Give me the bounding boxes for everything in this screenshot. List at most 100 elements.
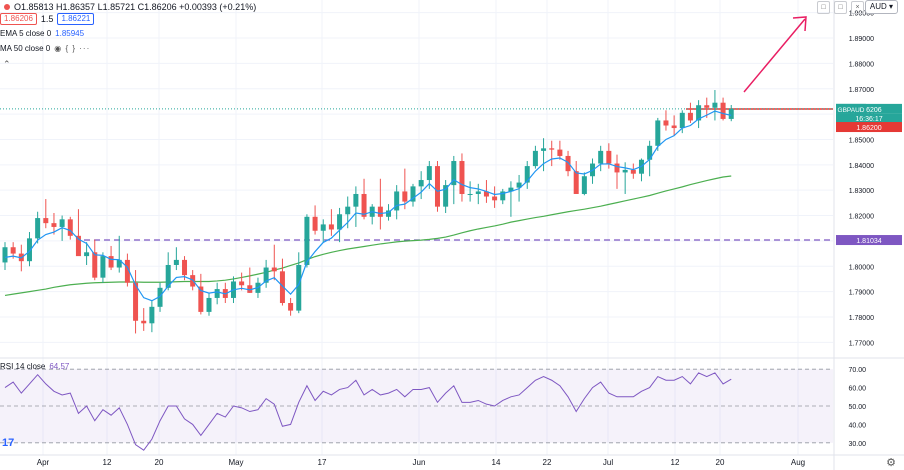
symbol-status-dot [4, 3, 10, 10]
candle-body [467, 193, 473, 195]
ema5-line [4, 110, 732, 302]
spread-value: 1.5 [40, 14, 54, 24]
candle-body [492, 196, 498, 201]
support-price-label-bg [836, 235, 902, 246]
rsi-tick-label: 70.00 [848, 367, 866, 374]
x-tick-label: 17 [318, 458, 327, 467]
support-price-label: 1.81034 [856, 238, 881, 245]
candle-body [247, 285, 253, 293]
candle-body [165, 264, 171, 288]
x-tick-label: Jun [413, 458, 426, 467]
candle-body [434, 166, 440, 207]
ma-controls[interactable]: ◉ { } ··· [54, 43, 91, 53]
candle-body [59, 219, 65, 227]
x-tick-label: 12 [103, 458, 112, 467]
sell-price-button[interactable]: 1.86206 [0, 13, 37, 25]
candle-body [704, 105, 710, 108]
candle-body [426, 166, 432, 181]
candle-body [206, 297, 212, 312]
maximize-icon[interactable]: □ [834, 1, 847, 14]
gear-icon[interactable]: ⚙ [886, 457, 896, 469]
chevron-up-icon[interactable]: ⌃ [3, 59, 11, 69]
candle-body [443, 185, 449, 207]
buy-price-button[interactable]: 1.86221 [57, 13, 95, 25]
symbol-tag-bg [836, 103, 866, 114]
candle-body [67, 219, 73, 236]
candle-body [182, 259, 188, 276]
countdown-label: 16:36:17 [855, 116, 882, 123]
candle-body [687, 112, 693, 121]
candle-body [141, 320, 147, 324]
candle-body [84, 252, 90, 257]
y-tick-label: 1.89000 [849, 36, 874, 43]
grid [0, 0, 833, 455]
symbol-tag: GBPAUD [838, 107, 865, 114]
candle-body [598, 150, 604, 164]
currency-label: AUD [869, 2, 887, 11]
candle-body [524, 166, 530, 183]
y-tick-label: 1.88000 [849, 61, 874, 68]
candle-body [508, 187, 514, 192]
trend-arrow-line [743, 18, 806, 93]
candle-body [312, 216, 318, 231]
y-tick-label: 1.85000 [849, 137, 874, 144]
rsi-legend[interactable]: RSI 14 close 64.57 [0, 360, 69, 372]
x-tick-label: 14 [492, 458, 501, 467]
x-tick-label: May [228, 458, 243, 467]
candle-body [655, 120, 661, 146]
candle-body [10, 247, 16, 254]
restore-icon[interactable]: □ [817, 1, 830, 14]
countdown-bg [836, 113, 902, 123]
y-tick-label: 1.82000 [849, 214, 874, 221]
x-tick-label: 20 [716, 458, 725, 467]
rsi-label: RSI 14 close [0, 361, 46, 371]
ma50-polyline [4, 175, 732, 297]
horizontal-levels [0, 108, 833, 241]
x-tick-label: 22 [543, 458, 552, 467]
candle-body [100, 256, 106, 278]
candle-body [647, 145, 653, 160]
candle-body [198, 286, 204, 312]
candle-body [541, 148, 547, 151]
y-tick-label: 1.78000 [849, 315, 874, 322]
trend-arrow-head [792, 16, 807, 32]
ma-legend[interactable]: MA 50 close 0 ◉ { } ··· [0, 42, 90, 54]
candle-body [116, 259, 122, 268]
candle-body [2, 247, 8, 263]
rsi-tick-label: 30.00 [848, 441, 866, 448]
candle-body [606, 150, 612, 164]
tradingview-logo-icon[interactable]: 17 [2, 437, 15, 449]
candle-body [663, 120, 669, 126]
candle-body [133, 282, 139, 321]
candle-body [679, 112, 685, 129]
candle-body [402, 191, 408, 202]
candle-body [728, 108, 734, 119]
rsi-tick-label: 40.00 [848, 422, 866, 429]
window-controls: □ □ × [817, 1, 864, 14]
candle-body [377, 206, 383, 217]
y-tick-label: 1.84000 [849, 163, 874, 170]
candle-body [288, 303, 294, 311]
resistance-price-label-bg [836, 122, 902, 133]
y-tick-label: 1.79000 [849, 290, 874, 297]
candle-body [451, 161, 457, 186]
candle-body [279, 271, 285, 304]
candle-body [459, 161, 465, 194]
currency-dropdown[interactable]: AUD ▾ [864, 0, 898, 14]
candle-body [418, 180, 424, 187]
y-tick-label: 1.77000 [849, 340, 874, 347]
close-icon[interactable]: × [851, 1, 864, 14]
ema-legend[interactable]: EMA 5 close 0 1.85945 [0, 27, 84, 39]
candle-body [337, 214, 343, 230]
price-labels: 1.86206 16:36:17 1.86200 1.81034 GBPAUD [836, 103, 902, 246]
ema5-polyline [4, 110, 732, 302]
candle-body [263, 267, 269, 283]
candle-body [345, 206, 351, 215]
candle-body [173, 259, 179, 265]
ohlc-header: O1.85813 H1.86357 L1.85721 C1.86206 +0.0… [0, 0, 256, 13]
ma-label: MA 50 close 0 [0, 43, 51, 53]
candle-body [157, 287, 163, 307]
last-price-label: 1.86206 [856, 107, 881, 114]
candle-body [516, 182, 522, 188]
